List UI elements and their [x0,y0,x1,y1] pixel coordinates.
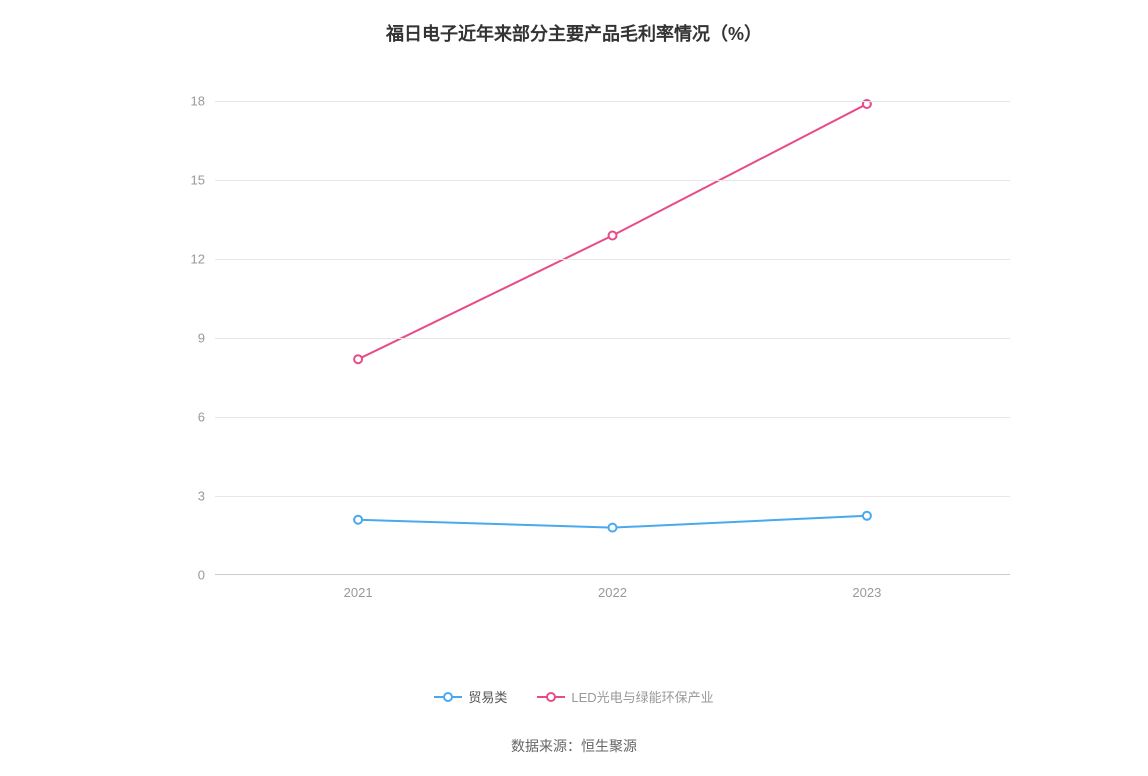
legend: 贸易类 LED光电与绿能环保产业 [0,687,1148,706]
series-marker [354,355,362,363]
y-tick-label: 12 [165,252,205,267]
legend-item-led[interactable]: LED光电与绿能环保产业 [537,687,713,706]
gridline [215,101,1010,102]
y-tick-label: 6 [165,410,205,425]
plot-svg [215,75,1010,575]
data-source-label: 数据来源：恒生聚源 [0,736,1148,756]
series-marker [863,512,871,520]
legend-marker-icon [434,691,462,703]
gridline [215,417,1010,418]
series-marker [609,524,617,532]
y-tick-label: 3 [165,489,205,504]
gridline [215,180,1010,181]
gridline [215,338,1010,339]
gridline [215,496,1010,497]
series-marker [354,516,362,524]
legend-item-trade[interactable]: 贸易类 [434,687,507,706]
series-marker [609,232,617,240]
x-tick-label: 2022 [598,585,627,600]
chart-area: 0369121518 202120222023 [180,75,1010,605]
legend-label-led: LED光电与绿能环保产业 [571,687,713,706]
legend-marker-icon [537,691,565,703]
gridline [215,259,1010,260]
chart-title: 福日电子近年来部分主要产品毛利率情况（%） [0,0,1148,46]
y-tick-label: 18 [165,94,205,109]
x-tick-label: 2023 [852,585,881,600]
y-tick-label: 15 [165,173,205,188]
legend-label-trade: 贸易类 [468,687,507,706]
plot-region [215,75,1010,575]
y-tick-label: 0 [165,568,205,583]
y-tick-label: 9 [165,331,205,346]
x-tick-label: 2021 [344,585,373,600]
x-axis-line [215,574,1010,575]
